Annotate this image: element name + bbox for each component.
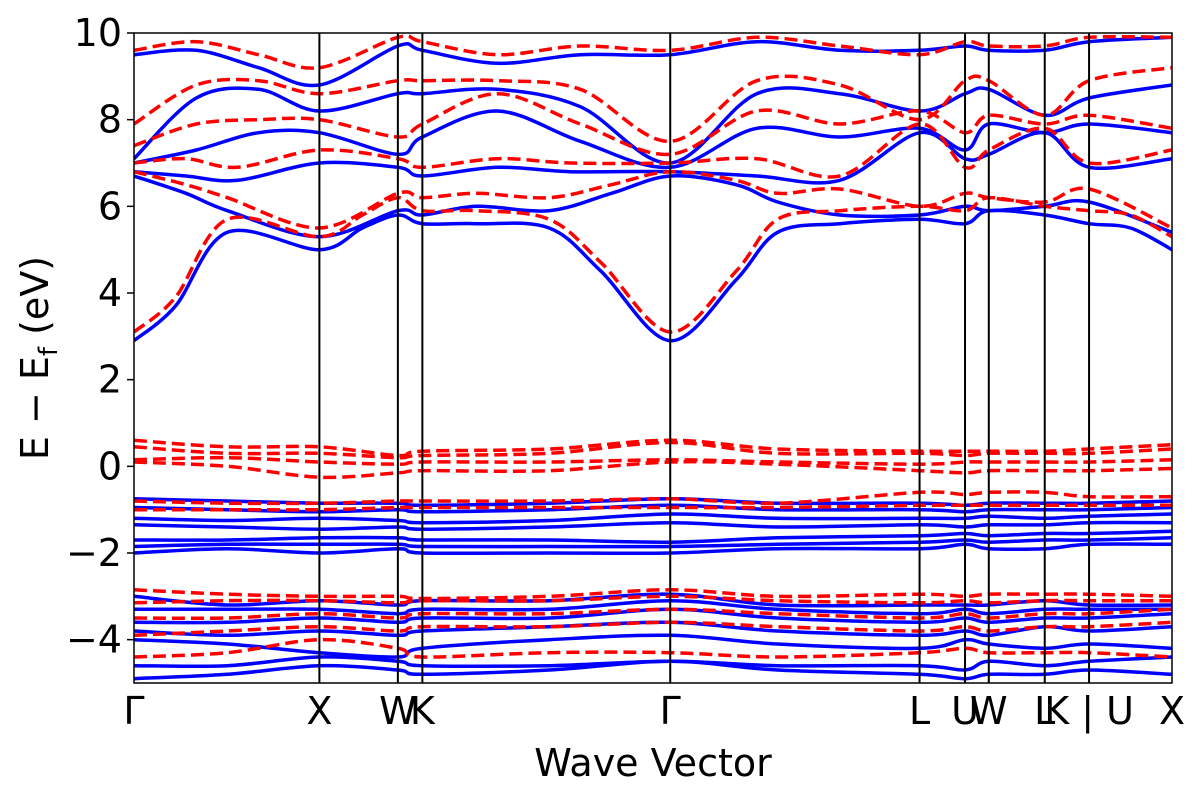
x-tick-label-7: W (970, 689, 1008, 733)
x-tick-label-1: X (306, 689, 332, 733)
dashed-band-line-15 (134, 65, 1172, 144)
solid-band-line-10 (134, 520, 1172, 531)
solid-band-line-5 (134, 598, 1172, 616)
solid-band-line-1 (134, 655, 1172, 672)
plot-frame (133, 32, 1173, 684)
dashed-band-line-9 (134, 440, 1172, 460)
x-tick-label-3: K (410, 689, 436, 733)
y-axis-label-unit: (eV) (13, 256, 57, 347)
y-tick-label-5: 6 (98, 184, 122, 228)
y-axis-label: E − Ef (eV) (13, 256, 64, 460)
solid-band-line-11 (134, 512, 1172, 525)
dashed-band-line-7 (134, 459, 1172, 480)
x-tick-label-4: Γ (660, 689, 681, 733)
y-tick-label-3: 2 (98, 358, 122, 402)
dashed-band-line-2 (134, 607, 1172, 621)
dashed-band-line-6 (134, 490, 1172, 506)
solid-band-line-15 (134, 174, 1172, 239)
y-tick-label-1: −2 (66, 531, 122, 575)
dashed-band-line-8 (134, 455, 1172, 466)
y-tick-label-6: 8 (98, 98, 122, 142)
solid-band-line-19 (134, 35, 1172, 88)
dashed-band-line-16 (134, 34, 1172, 70)
y-axis-ticks: −4 −2 0 2 4 6 8 10 (66, 11, 134, 662)
kpoint-lines (318, 33, 1091, 683)
solid-band-line-8 (134, 536, 1172, 549)
bands-layer (134, 34, 1172, 681)
y-tick-label-4: 4 (98, 271, 122, 315)
x-tick-label-2: W (379, 689, 417, 733)
y-axis-label-main: E − E (13, 356, 57, 460)
dashed-band-line-13 (134, 122, 1172, 179)
x-tick-label-9: K | U (1044, 689, 1134, 734)
dashed-band-line-14 (134, 91, 1172, 157)
solid-band-line-9 (134, 529, 1172, 544)
solid-band-line-18 (134, 83, 1172, 165)
dashed-band-line-5 (134, 503, 1172, 512)
x-tick-label-0: Γ (123, 689, 144, 733)
dashed-band-line-4 (134, 588, 1172, 601)
y-axis-label-sub: f (34, 346, 64, 356)
solid-band-line-2 (134, 633, 1172, 659)
x-axis-label: Wave Vector (534, 741, 772, 785)
x-tick-label-6: U (951, 689, 979, 733)
y-tick-label-7: 10 (74, 11, 122, 55)
dashed-band-line-3 (134, 594, 1172, 605)
dashed-band-line-11 (134, 195, 1172, 334)
dashed-band-line-1 (134, 620, 1172, 638)
x-tick-label-10: X (1159, 689, 1185, 733)
solid-band-line-7 (134, 542, 1172, 556)
y-tick-label-0: −4 (66, 618, 122, 662)
solid-band-line-12 (134, 503, 1172, 514)
dashed-band-line-0 (134, 637, 1172, 659)
x-tick-label-8: L (1034, 689, 1055, 733)
dashed-band-line-10 (134, 438, 1172, 458)
x-tick-label-5: L (909, 689, 930, 733)
y-tick-label-2: 0 (98, 444, 122, 488)
